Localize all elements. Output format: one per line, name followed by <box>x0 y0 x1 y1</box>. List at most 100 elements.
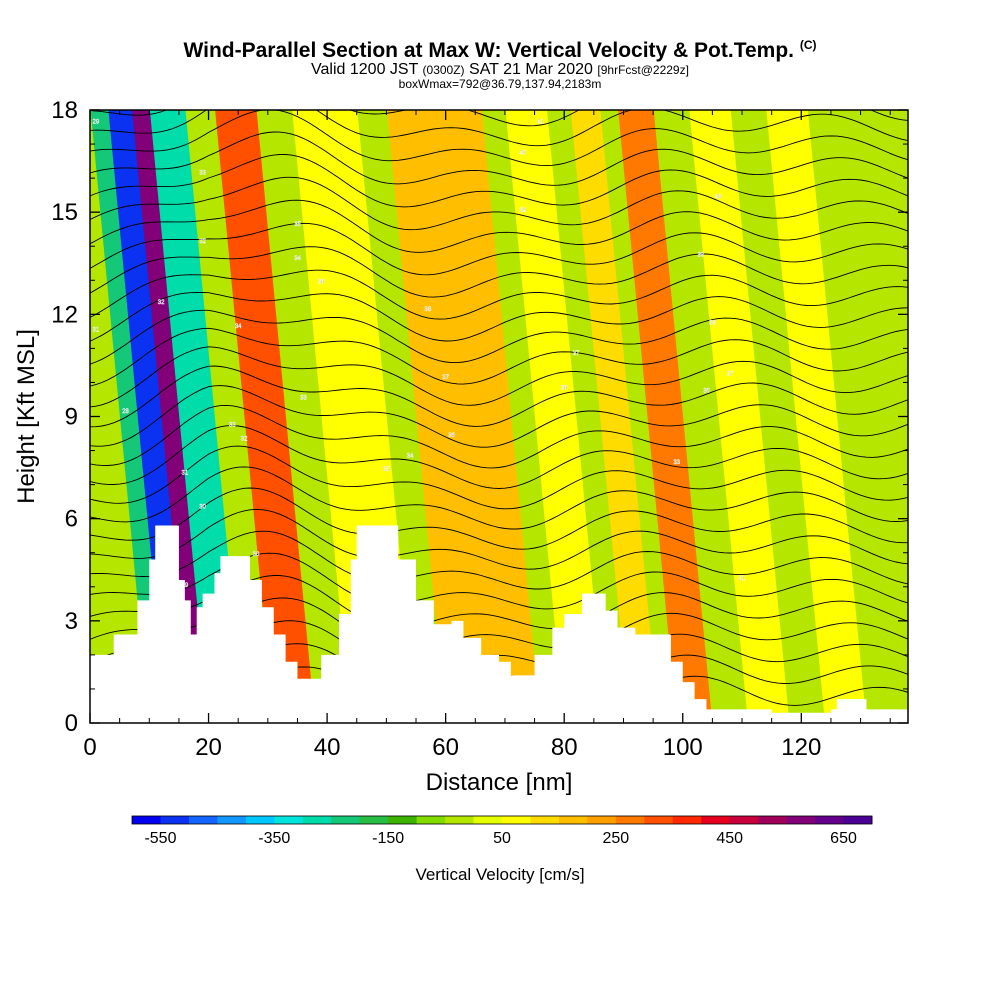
vv-band-11 <box>689 110 790 723</box>
colorbar-tick-label: -150 <box>372 830 404 847</box>
terrain-mask <box>90 525 908 723</box>
colorbar-swatch <box>132 816 161 824</box>
theta-contour-line <box>90 131 908 186</box>
colorbar-swatch <box>245 816 275 824</box>
theta-contour-line <box>90 222 908 276</box>
theta-contour-label: 41 <box>537 120 544 126</box>
theta-contour-label: 33 <box>229 423 236 429</box>
theta-contour-label: 38 <box>709 321 716 327</box>
theta-contour-label: 40 <box>715 195 722 201</box>
valid-utc: (0300Z) <box>422 63 465 77</box>
colorbar-swatch <box>416 816 446 824</box>
vv-band-9 <box>570 110 660 723</box>
theta-contour-line <box>90 327 908 387</box>
colorbar-swatch <box>331 816 361 824</box>
colorbar-swatch <box>160 816 190 824</box>
colorbar-swatch <box>786 816 816 824</box>
colorbar-swatch <box>701 816 731 824</box>
colorbar-swatch <box>502 816 531 824</box>
theta-contour-label: 36 <box>448 433 455 439</box>
x-tick-label: 120 <box>781 734 821 761</box>
colorbar-swatch <box>445 816 475 824</box>
colorbar-tick-label: 50 <box>493 830 511 847</box>
valid-time: Valid 1200 JST <box>311 61 419 78</box>
theta-contour-label: 39 <box>697 252 704 258</box>
x-tick-label: 100 <box>663 734 703 761</box>
colorbar-swatch <box>302 816 332 824</box>
colorbar-swatch <box>729 816 759 824</box>
plot-area: 29 31 28 32 33 32 31 30 29 34 33 32 30 35 34 33 36 38 37 36… <box>90 45 908 723</box>
theta-contour-line <box>90 269 908 320</box>
theta-contour-label: 40 <box>519 150 526 156</box>
theta-contour-line <box>90 487 908 550</box>
colorbar-tick-label: -550 <box>144 830 176 847</box>
theta-contour-line <box>90 110 908 147</box>
theta-contour-line <box>90 110 908 167</box>
colorbar-swatch <box>644 816 674 824</box>
box-wmax-subtitle: boxWmax=792@36.79,137.94,2183m <box>398 77 602 91</box>
x-axis-label: Distance [nm] <box>426 769 573 796</box>
colorbar-swatch <box>473 816 503 824</box>
colorbar-swatch <box>815 816 845 824</box>
theta-contour-label: 31 <box>739 576 746 582</box>
theta-contour-label: 30 <box>199 504 206 510</box>
theta-contour-line <box>90 425 908 489</box>
theta-contour-label: 32 <box>158 300 165 306</box>
theta-contour-label: 33 <box>300 395 307 401</box>
colorbar-swatch <box>388 816 418 824</box>
theta-contour-label: 29 <box>181 583 188 589</box>
theta-contour-line <box>90 154 908 208</box>
theta-contour-label: 33 <box>673 460 680 466</box>
theta-contour-label: 37 <box>727 372 734 378</box>
theta-contour-label: 34 <box>235 324 242 330</box>
x-tick-label: 0 <box>83 734 96 761</box>
theta-contour-line <box>90 346 908 408</box>
vv-band-8 <box>505 110 606 723</box>
theta-contour-label: 34 <box>407 453 414 459</box>
theta-contour-label: 33 <box>199 171 206 177</box>
colorbar-swatch <box>672 816 702 824</box>
y-tick-label: 6 <box>65 506 78 533</box>
y-tick-label: 0 <box>65 710 78 737</box>
chart-title: Wind-Parallel Section at Max W: Vertical… <box>0 38 1000 63</box>
theta-contour-label: 30 <box>253 552 260 558</box>
y-tick-label: 12 <box>51 301 78 328</box>
colorbar-swatch <box>587 816 617 824</box>
theta-contour-line <box>90 199 908 253</box>
colorbar-label: Vertical Velocity [cm/s] <box>415 865 584 884</box>
colorbar-swatch <box>188 816 218 824</box>
y-tick-label: 18 <box>51 97 78 124</box>
vv-band-10 <box>618 110 713 723</box>
theta-contour-line <box>90 309 908 365</box>
y-axis-label: Height [Kft MSL] <box>13 329 40 504</box>
theta-contour-line <box>90 508 908 570</box>
colorbar-swatch <box>530 816 560 824</box>
colorbar-swatch <box>274 816 304 824</box>
theta-contour-line <box>90 292 908 342</box>
theta-contour-label: 37 <box>573 351 580 357</box>
colorbar-swatch <box>558 816 588 824</box>
vv-band-5 <box>215 110 316 723</box>
colorbar-tick-label: 450 <box>716 830 743 847</box>
valid-time-line: Valid 1200 JST (0300Z) SAT 21 Mar 2020 [… <box>0 61 1000 79</box>
theta-contour-label: 32 <box>199 239 206 245</box>
x-tick-label: 20 <box>195 734 222 761</box>
theta-contour-line <box>90 246 908 298</box>
vv-band-7 <box>386 110 541 723</box>
x-tick-label: 80 <box>551 734 578 761</box>
theta-contour-label: 35 <box>383 467 390 473</box>
theta-contour-label: 36 <box>703 389 710 395</box>
theta-contour-label: 31 <box>93 327 100 333</box>
chart-title-tag: (C) <box>799 38 817 52</box>
x-tick-label: 60 <box>432 734 459 761</box>
colorbar-frame <box>131 815 873 825</box>
x-tick-label: 40 <box>314 734 341 761</box>
theta-contour-label: 28 <box>122 409 129 415</box>
theta-contour-label: 37 <box>442 375 449 381</box>
vv-band-3 <box>132 110 215 723</box>
y-tick-label: 3 <box>65 608 78 635</box>
theta-contour-line <box>90 45 908 106</box>
colorbar-tick-label: 250 <box>602 830 629 847</box>
theta-contour-label: 36 <box>318 280 325 286</box>
